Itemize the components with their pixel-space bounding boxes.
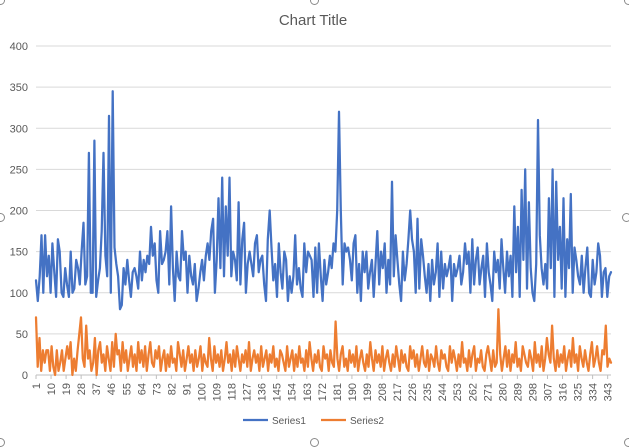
- resize-handle-bottom-right[interactable]: [624, 438, 629, 447]
- x-tick-label: 298: [527, 383, 539, 401]
- y-tick-label: 350: [10, 82, 28, 94]
- x-tick-label: 82: [166, 383, 178, 395]
- x-tick-label: 271: [482, 383, 494, 401]
- x-tick-label: 172: [317, 383, 329, 401]
- x-tick-label: 208: [377, 383, 389, 401]
- plot-area[interactable]: [34, 90, 613, 377]
- x-tick-label: 253: [452, 383, 464, 401]
- x-tick-label: 181: [332, 383, 344, 401]
- x-axis: [35, 375, 609, 379]
- x-tick-label: 190: [347, 383, 359, 401]
- x-tick-label: 37: [91, 383, 103, 395]
- x-tick-label: 343: [603, 383, 615, 401]
- y-tick-label: 250: [10, 164, 28, 176]
- x-tick-label: 226: [407, 383, 419, 401]
- legend-label-2[interactable]: Series2: [350, 416, 384, 427]
- resize-handle-top-right[interactable]: [624, 0, 629, 5]
- x-tick-label: 199: [362, 383, 374, 401]
- resize-handle-bottom-left[interactable]: [0, 438, 5, 447]
- x-tick-label: 235: [422, 383, 434, 401]
- x-tick-label: 109: [212, 383, 224, 401]
- y-axis-tick-labels: 0 50 100 150 200 250 300 350 400: [10, 41, 28, 382]
- x-tick-label: 64: [136, 383, 148, 395]
- x-tick-label: 163: [302, 383, 314, 401]
- x-tick-label: 325: [573, 383, 585, 401]
- y-tick-label: 400: [10, 41, 28, 53]
- x-tick-label: 217: [392, 383, 404, 401]
- x-tick-label: 334: [588, 383, 600, 401]
- legend-label-1[interactable]: Series1: [272, 416, 306, 427]
- y-tick-label: 0: [22, 370, 28, 382]
- x-tick-label: 10: [46, 383, 58, 395]
- x-tick-label: 154: [287, 383, 299, 401]
- x-tick-label: 262: [467, 383, 479, 401]
- x-tick-label: 316: [558, 383, 570, 401]
- y-tick-label: 200: [10, 206, 28, 218]
- x-tick-label: 91: [181, 383, 193, 395]
- series-line-2[interactable]: [34, 308, 613, 377]
- resize-handle-top-left[interactable]: [0, 0, 5, 5]
- x-tick-label: 136: [257, 383, 269, 401]
- x-tick-label: 28: [76, 383, 88, 395]
- y-tick-label: 150: [10, 247, 28, 259]
- x-tick-label: 1: [31, 383, 43, 389]
- y-tick-label: 100: [10, 288, 28, 300]
- resize-handle-middle-right[interactable]: [622, 213, 629, 222]
- x-tick-label: 127: [242, 383, 254, 401]
- resize-handle-top-middle[interactable]: [310, 0, 319, 5]
- y-tick-label: 50: [16, 329, 28, 341]
- x-tick-label: 244: [437, 383, 449, 401]
- series-line-1[interactable]: [34, 90, 613, 311]
- y-tick-label: 300: [10, 123, 28, 135]
- resize-handle-bottom-middle[interactable]: [310, 438, 319, 447]
- x-tick-label: 100: [196, 383, 208, 401]
- x-tick-label: 307: [542, 383, 554, 401]
- x-tick-label: 73: [151, 383, 163, 395]
- resize-handle-middle-left[interactable]: [0, 213, 5, 222]
- x-tick-label: 55: [121, 383, 133, 395]
- chart-title[interactable]: Chart Title: [279, 12, 347, 29]
- x-tick-label: 289: [512, 383, 524, 401]
- x-tick-label: 46: [106, 383, 118, 395]
- x-tick-label: 145: [272, 383, 284, 401]
- x-axis-tick-labels: 1 10 19 28 37 46 55 64 73 82 91 100 109 118 127 136 145 1…: [31, 383, 615, 401]
- x-tick-label: 19: [61, 383, 73, 395]
- x-tick-label: 280: [497, 383, 509, 401]
- x-tick-label: 118: [227, 383, 239, 401]
- legend[interactable]: Series1 Series2: [243, 416, 384, 427]
